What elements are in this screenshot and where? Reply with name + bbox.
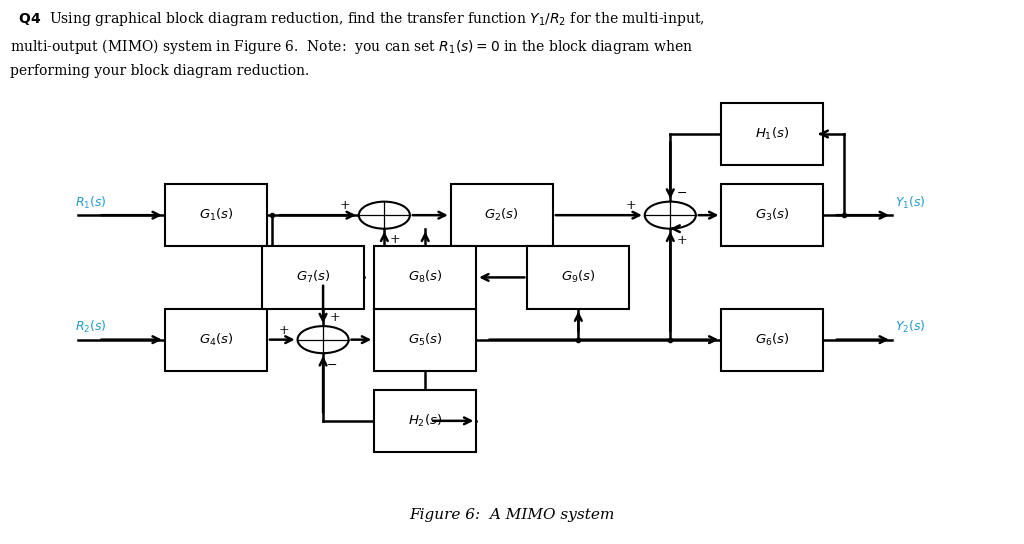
- Text: Figure 6:  A MIMO system: Figure 6: A MIMO system: [410, 508, 614, 522]
- Circle shape: [298, 326, 348, 353]
- Bar: [721, 103, 823, 165]
- Bar: [721, 184, 823, 246]
- Text: $G_8(s)$: $G_8(s)$: [408, 269, 442, 286]
- Text: performing your block diagram reduction.: performing your block diagram reduction.: [9, 64, 309, 78]
- Text: +: +: [340, 200, 350, 213]
- Bar: [262, 246, 364, 308]
- Text: $G_4(s)$: $G_4(s)$: [199, 332, 233, 348]
- Bar: [374, 390, 476, 452]
- Text: $G_9(s)$: $G_9(s)$: [561, 269, 596, 286]
- Text: $Y_2(s)$: $Y_2(s)$: [895, 319, 926, 335]
- Text: +: +: [626, 200, 637, 213]
- Text: $G_5(s)$: $G_5(s)$: [408, 332, 442, 348]
- Text: $Y_1(s)$: $Y_1(s)$: [895, 195, 926, 211]
- Text: −: −: [327, 358, 338, 372]
- Bar: [374, 246, 476, 308]
- Circle shape: [358, 202, 410, 228]
- Text: $R_2(s)$: $R_2(s)$: [75, 319, 106, 335]
- Text: $H_2(s)$: $H_2(s)$: [408, 413, 442, 429]
- Text: $\bf{Q4}$  Using graphical block diagram reduction, find the transfer function $: $\bf{Q4}$ Using graphical block diagram …: [9, 9, 705, 28]
- Bar: [165, 184, 267, 246]
- Text: +: +: [389, 233, 400, 246]
- Text: $G_7(s)$: $G_7(s)$: [296, 269, 330, 286]
- Text: $G_3(s)$: $G_3(s)$: [755, 207, 790, 223]
- Text: multi-output (MIMO) system in Figure 6.  Note:  you can set $R_1(s) = 0$ in the : multi-output (MIMO) system in Figure 6. …: [9, 36, 692, 55]
- Text: $H_1(s)$: $H_1(s)$: [756, 126, 790, 142]
- Bar: [451, 184, 553, 246]
- Text: $G_1(s)$: $G_1(s)$: [199, 207, 233, 223]
- Text: +: +: [677, 234, 687, 247]
- Text: −: −: [677, 187, 687, 200]
- Bar: [721, 308, 823, 371]
- Circle shape: [645, 202, 696, 228]
- Text: $G_6(s)$: $G_6(s)$: [755, 332, 790, 348]
- Text: $G_2(s)$: $G_2(s)$: [484, 207, 519, 223]
- Text: $R_1(s)$: $R_1(s)$: [75, 195, 106, 211]
- Bar: [527, 246, 630, 308]
- Text: +: +: [279, 324, 290, 337]
- Text: +: +: [329, 311, 340, 324]
- Bar: [374, 308, 476, 371]
- Bar: [165, 308, 267, 371]
